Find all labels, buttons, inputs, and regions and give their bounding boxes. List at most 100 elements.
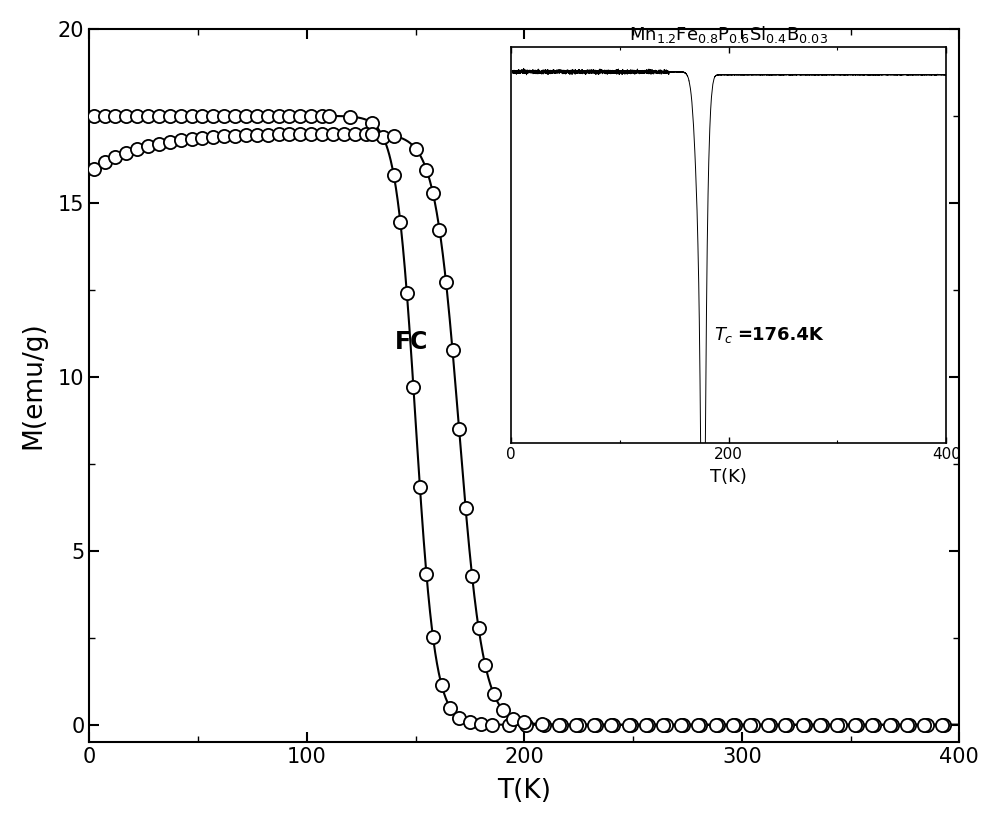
Point [386,169,402,182]
Point [473,718,489,731]
Point [445,344,461,357]
Point [745,719,761,732]
Point [118,146,134,159]
Point [151,109,167,122]
Point [501,718,517,731]
Point [640,719,656,732]
Point [462,716,478,729]
Point [777,719,793,732]
Point [205,109,221,122]
Point [184,109,200,122]
Point [518,719,534,732]
Text: 3(a): 3(a) [838,59,885,82]
Point [129,143,145,156]
Point [303,127,319,140]
Point [814,719,830,732]
Point [884,719,900,732]
Point [919,719,935,732]
Point [325,127,341,140]
Point [314,127,330,140]
Point [408,142,424,155]
Point [495,703,511,716]
Point [303,109,319,122]
Point [797,719,813,732]
Point [386,130,402,143]
Y-axis label: M(emu/g): M(emu/g) [21,322,47,450]
Point [140,109,156,122]
Point [347,127,363,140]
Point [107,150,123,163]
Point [425,630,441,644]
Point [882,719,898,732]
Point [690,719,706,732]
X-axis label: T(K): T(K) [497,778,551,804]
Point [97,156,113,169]
Point [118,109,134,122]
Point [151,137,167,150]
Point [412,480,428,493]
Point [260,109,276,122]
Point [623,719,639,732]
Point [97,109,113,122]
Point [901,719,917,732]
Point [936,719,952,732]
Point [216,130,232,143]
Point [399,286,415,299]
Point [795,719,811,732]
Point [451,422,467,436]
Point [655,719,671,732]
Point [227,109,243,122]
Point [405,380,421,394]
Point [710,719,726,732]
Point [486,687,502,700]
Point [364,116,380,130]
Point [292,127,308,140]
Point [173,134,189,147]
Point [281,128,297,141]
Point [536,719,552,732]
Point [227,130,243,143]
Point [864,719,880,732]
Point [451,711,467,724]
Point [392,215,408,229]
Point [727,719,743,732]
Point [281,109,297,122]
Point [692,719,708,732]
Point [829,719,845,732]
Point [534,718,550,731]
Point [162,109,178,122]
Point [621,719,637,732]
Point [358,127,374,140]
Point [418,568,434,581]
Point [162,135,178,148]
Text: FC: FC [395,330,428,354]
Point [249,109,265,122]
Point [742,719,758,732]
Point [553,719,569,732]
Point [586,719,602,732]
Point [847,719,863,732]
Point [605,719,621,732]
Point [760,719,776,732]
Point [194,131,210,144]
Point [934,719,950,732]
Point [184,133,200,146]
Text: ZFC: ZFC [582,208,632,232]
Point [675,719,691,732]
Point [173,109,189,122]
Point [505,712,521,725]
Point [260,128,276,141]
Point [484,718,500,731]
Point [342,110,358,123]
Point [916,719,932,732]
Point [832,719,848,732]
Point [812,719,828,732]
Point [86,163,102,176]
Point [292,109,308,122]
Point [603,719,619,732]
Point [658,719,674,732]
Point [238,129,254,142]
Point [849,719,865,732]
Point [477,658,493,672]
Point [551,718,567,731]
